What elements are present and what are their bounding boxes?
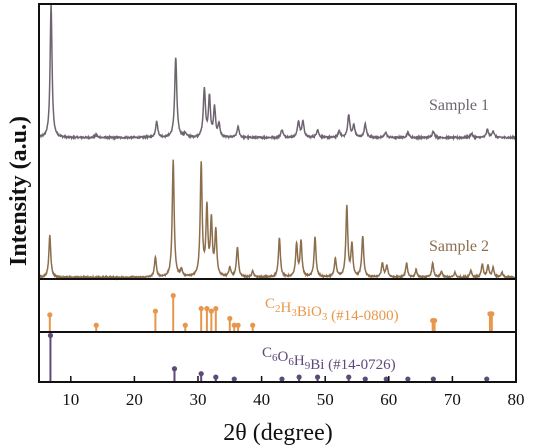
ref-1-stick-marker [204,306,210,312]
reference-label-c2h3bio3: C2H3BiO3 (#14-0800) [265,296,399,324]
x-tick-label: 20 [126,390,143,409]
ref-1-stick-marker [213,306,219,312]
series-line-2 [38,159,517,281]
ref-2-stick-marker [296,374,302,380]
ref-2-stick-marker [171,366,178,372]
series-label-sample-2: Sample 2 [429,238,489,255]
x-tick-label: 50 [317,390,334,409]
x-tick-label: 30 [190,390,207,409]
ref-2-stick-marker [279,376,285,382]
ref-1-stick-marker [182,322,188,328]
ref-2-stick-marker [405,376,411,382]
ref-1-stick-marker [431,317,438,324]
ref-2-stick-marker [430,376,436,382]
ref-2-stick-marker [383,376,389,382]
ref-1-stick-marker [152,308,158,314]
ref-1-stick-marker [208,308,214,314]
ref-2-stick-marker [314,374,321,380]
ref-2-stick-marker [213,374,219,380]
x-axis-title: 2θ (degree) [223,420,332,446]
series-label-sample-1: Sample 1 [429,97,489,114]
ref-1-stick-marker [198,306,204,312]
ref-2-stick-marker [484,376,490,382]
reference-panel-frame-2 [38,331,517,383]
ref-2-stick-marker [47,332,54,339]
x-tick-label: 70 [444,390,461,409]
ref-2-stick-marker [231,376,237,382]
ref-2-stick-marker [346,374,352,380]
x-tick-label: 40 [253,390,270,409]
ref-1-stick-marker [93,322,99,328]
reference-label-c6o6h9bi: C6O6H9Bi (#14-0726) [262,345,396,373]
ref-1-stick-marker [489,311,495,317]
ref-2-stick-marker [362,376,368,382]
series-line-1 [38,4,517,142]
x-tick-label: 10 [62,390,79,409]
ref-1-stick-marker [47,312,53,318]
ref-1-stick-marker [227,315,233,322]
ref-1-stick-marker [170,293,176,299]
ref-1-stick-marker [250,322,256,328]
x-tick-label: 80 [508,390,525,409]
ref-2-stick-marker [198,371,204,377]
ref-1-stick-marker [235,322,241,328]
ref-1-stick-marker [231,322,237,328]
y-axis-title: Intensity (a.u.) [6,116,32,266]
x-tick-label: 60 [380,390,397,409]
